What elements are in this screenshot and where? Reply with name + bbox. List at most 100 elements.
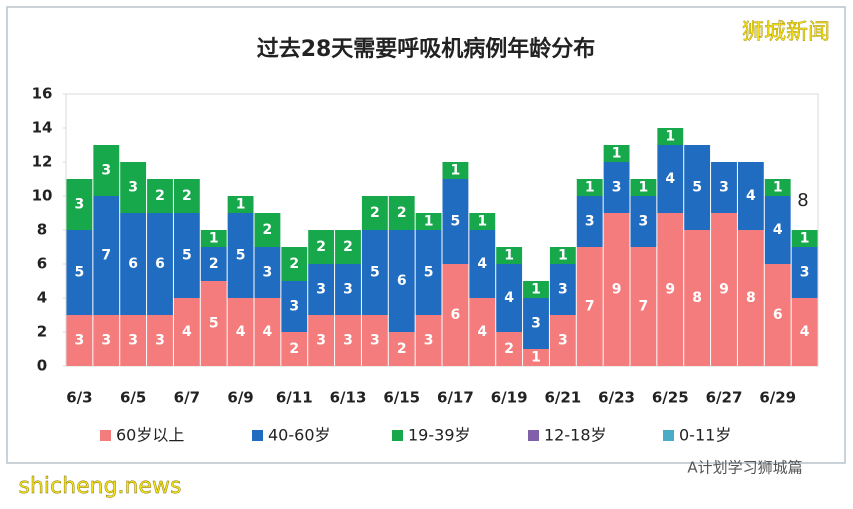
data-label: 3	[719, 180, 729, 196]
bar-segment	[361, 196, 388, 230]
data-label: 3	[75, 333, 85, 349]
data-label: 3	[101, 333, 111, 349]
data-label: 5	[75, 265, 85, 281]
data-label: 3	[316, 282, 326, 298]
bar-segment	[469, 298, 496, 366]
bar-segment	[737, 162, 764, 230]
bar-segment	[173, 298, 200, 366]
data-label: 9	[719, 282, 729, 298]
data-label: 5	[182, 248, 192, 264]
y-tick-label: 8	[37, 221, 47, 239]
bar-segment	[173, 179, 200, 213]
data-label: 5	[370, 265, 380, 281]
x-tick-label: 6/23	[598, 389, 635, 407]
bar-segment	[791, 230, 818, 247]
legend-swatch	[528, 430, 539, 441]
bar-segment	[549, 264, 576, 315]
bar-segment	[791, 298, 818, 366]
bar-segment	[388, 332, 415, 366]
y-tick-label: 16	[32, 85, 53, 103]
x-tick-label: 6/25	[652, 389, 689, 407]
data-label: 7	[585, 299, 595, 315]
legend-swatch	[252, 430, 263, 441]
data-label: 1	[531, 350, 541, 366]
bar-segment	[335, 230, 361, 264]
data-label: 4	[477, 256, 487, 272]
annotation: 8	[797, 190, 808, 211]
data-label: 3	[316, 333, 326, 349]
data-label: 2	[289, 256, 299, 272]
y-tick-label: 4	[37, 289, 47, 307]
data-label: 2	[263, 222, 273, 238]
data-label: 1	[585, 180, 595, 196]
y-tick-label: 10	[32, 187, 53, 205]
x-tick-label: 6/9	[227, 389, 253, 407]
data-label: 2	[397, 341, 407, 357]
bar-segment	[469, 230, 496, 298]
legend-swatch	[663, 430, 674, 441]
data-label: 2	[182, 188, 192, 204]
bar-segment	[657, 213, 684, 366]
data-label: 6	[397, 273, 407, 289]
data-label: 2	[343, 239, 353, 255]
bar-segment	[281, 332, 308, 366]
bar-segment	[281, 281, 308, 332]
watermark: 狮城新闻	[742, 20, 830, 45]
data-label: 4	[477, 324, 487, 340]
bar-segment	[147, 315, 173, 366]
bar-segment	[335, 315, 361, 366]
data-label: 1	[424, 214, 434, 230]
bar-segment	[442, 179, 469, 264]
data-label: 3	[75, 197, 85, 213]
bar-segment	[361, 315, 388, 366]
data-label: 3	[370, 333, 380, 349]
x-tick-label: 6/21	[544, 389, 581, 407]
bar-segment	[120, 315, 147, 366]
data-label: 3	[800, 265, 810, 281]
bar-segment	[576, 179, 603, 196]
x-tick-label: 6/3	[66, 389, 92, 407]
bar-segment	[576, 196, 603, 247]
bar-segment	[657, 145, 684, 213]
data-label: 3	[531, 316, 541, 332]
data-label: 3	[343, 333, 353, 349]
data-label: 2	[504, 341, 514, 357]
bar-segment	[254, 247, 281, 298]
x-tick-label: 6/15	[383, 389, 420, 407]
data-label: 1	[773, 180, 783, 196]
x-tick-label: 6/11	[276, 389, 313, 407]
bar-segment	[496, 264, 523, 332]
x-tick-label: 6/27	[706, 389, 743, 407]
legend-label: 40-60岁	[268, 426, 331, 445]
data-label: 4	[773, 222, 783, 238]
legend-label: 12-18岁	[544, 426, 607, 445]
bar-segment	[764, 264, 791, 366]
data-label: 3	[289, 299, 299, 315]
data-label: 3	[263, 265, 273, 281]
data-label: 3	[424, 333, 434, 349]
bar-segment	[711, 213, 737, 366]
data-label: 5	[236, 248, 246, 264]
bar-segment	[308, 230, 335, 264]
data-label: 1	[236, 197, 246, 213]
bar-segment	[147, 179, 173, 213]
data-label: 8	[692, 290, 702, 306]
data-label: 1	[800, 231, 810, 247]
data-label: 6	[773, 307, 783, 323]
bar-segment	[523, 298, 549, 349]
bar-segment	[308, 315, 335, 366]
bar-segment	[335, 264, 361, 315]
bar-segment	[442, 162, 469, 179]
bar-segment	[93, 145, 120, 196]
data-label: 2	[316, 239, 326, 255]
bar-segment	[549, 247, 576, 264]
data-label: 4	[263, 324, 273, 340]
data-label: 1	[504, 248, 514, 264]
data-label: 7	[639, 299, 649, 315]
data-label: 6	[128, 256, 138, 272]
bar-segment	[523, 349, 549, 366]
bar-segment	[93, 196, 120, 315]
data-label: 3	[101, 163, 111, 179]
